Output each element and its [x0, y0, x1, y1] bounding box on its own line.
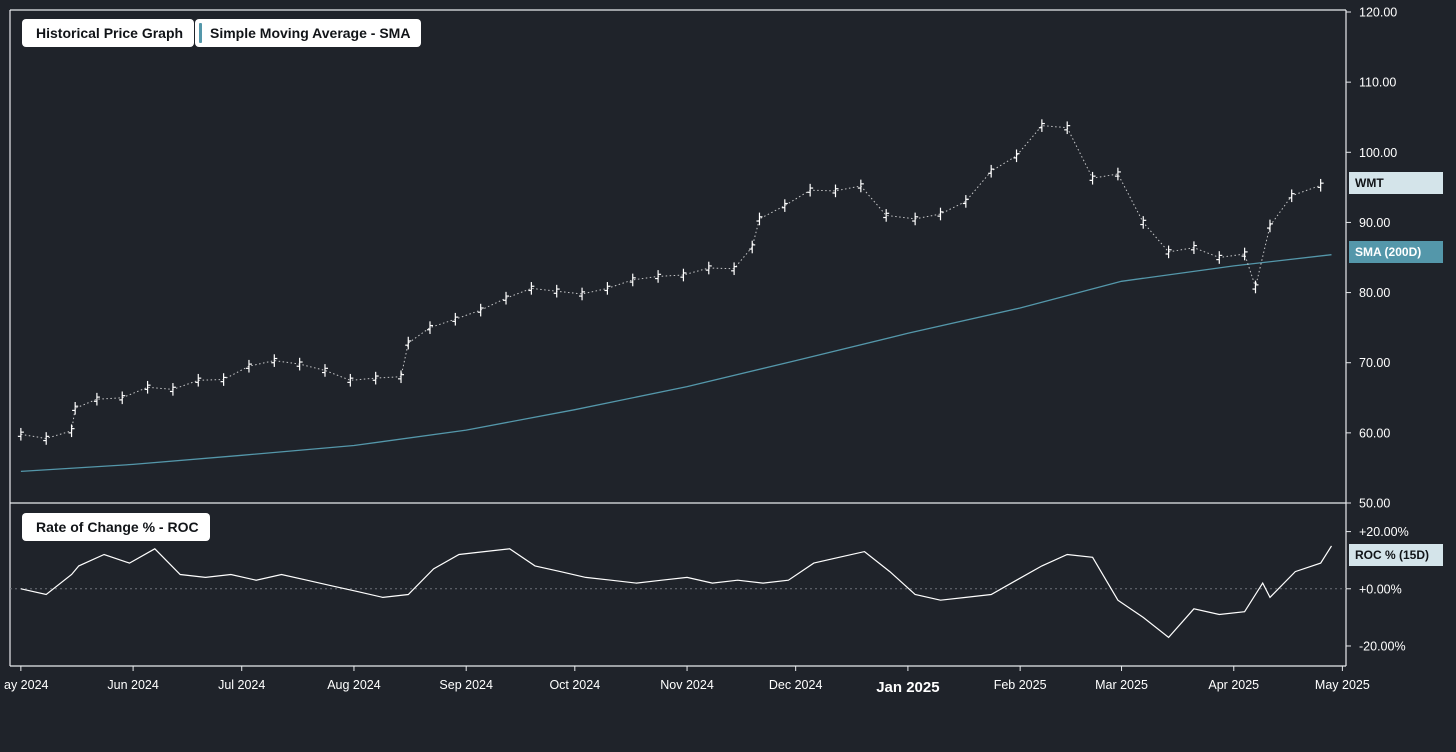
roc-tick-label: +0.00% — [1359, 582, 1402, 596]
price-tick-label: 50.00 — [1359, 497, 1390, 511]
price-bar — [1317, 178, 1324, 192]
price-bar — [93, 392, 100, 406]
price-tick-label: 80.00 — [1359, 286, 1390, 300]
time-tick-label: Jul 2024 — [218, 678, 265, 692]
time-tick-label: Nov 2024 — [660, 678, 714, 692]
price-bar — [937, 207, 944, 221]
price-bar — [962, 195, 969, 208]
time-tick-label: Oct 2024 — [549, 678, 600, 692]
time-tick-label: Aug 2024 — [327, 678, 381, 692]
time-tick-label: Jan 2025 — [876, 679, 939, 696]
price-bar — [426, 321, 433, 334]
price-tick-label: 100.00 — [1359, 146, 1397, 160]
price-bar — [1266, 219, 1273, 233]
price-tick-label: 120.00 — [1359, 6, 1397, 20]
price-bar — [1165, 245, 1172, 259]
price-bar — [1114, 167, 1121, 181]
price-bar — [245, 359, 252, 373]
price-tick-label: 70.00 — [1359, 356, 1390, 370]
time-tick-label: Mar 2025 — [1095, 678, 1148, 692]
sma-swatch — [199, 23, 202, 43]
price-bar — [749, 240, 756, 254]
time-tick-label: Feb 2025 — [994, 678, 1047, 692]
price-bar — [528, 282, 535, 295]
roc-15d-line — [20, 545, 1333, 639]
price-bar — [405, 336, 412, 350]
price-bar — [72, 401, 79, 415]
price-bar — [477, 303, 484, 317]
time-tick-label: Jun 2024 — [107, 678, 158, 692]
time-tick-label: Sep 2024 — [439, 678, 493, 692]
price-bar — [503, 291, 510, 305]
time-tick-label: ay 2024 — [4, 678, 49, 692]
price-bar — [781, 199, 788, 212]
legend-sma-label: Simple Moving Average - SMA — [210, 25, 411, 41]
time-tick-label: Dec 2024 — [769, 678, 823, 692]
price-trace — [20, 125, 1321, 440]
wmt-price-tag: WMT — [1349, 172, 1443, 194]
price-bar — [119, 391, 126, 405]
time-tick-label: Apr 2025 — [1208, 678, 1259, 692]
price-bar — [579, 287, 586, 301]
legend-historical-price[interactable]: Historical Price Graph — [22, 19, 195, 47]
legend-sma[interactable]: Simple Moving Average - SMA — [195, 19, 422, 47]
price-bar — [756, 212, 763, 226]
price-bar — [195, 373, 202, 387]
price-bar — [17, 427, 24, 441]
legend-roc[interactable]: Rate of Change % - ROC — [22, 513, 210, 541]
price-bar — [1241, 247, 1248, 261]
sma-200d-line — [20, 254, 1332, 473]
price-bar — [321, 364, 328, 377]
price-bar — [271, 354, 278, 367]
price-tick-label: 60.00 — [1359, 426, 1390, 440]
price-tick-label: 110.00 — [1359, 76, 1396, 90]
price-bar — [832, 184, 839, 198]
price-bar — [988, 164, 995, 178]
time-tick-label: May 2025 — [1315, 678, 1370, 692]
price-bar — [43, 432, 50, 445]
price-bar — [883, 209, 890, 222]
price-bar — [1013, 149, 1020, 163]
price-bar — [680, 268, 687, 282]
roc-tick-label: +20.00% — [1359, 525, 1409, 539]
price-bar — [347, 373, 354, 387]
price-bar — [144, 380, 151, 394]
sma-value-tag: SMA (200D) — [1349, 241, 1443, 263]
roc-tick-label: -20.00% — [1359, 639, 1406, 653]
price-tick-label: 90.00 — [1359, 216, 1390, 230]
price-bar — [372, 371, 379, 385]
price-bar — [629, 273, 636, 287]
roc-value-tag: ROC % (15D) — [1349, 544, 1443, 566]
